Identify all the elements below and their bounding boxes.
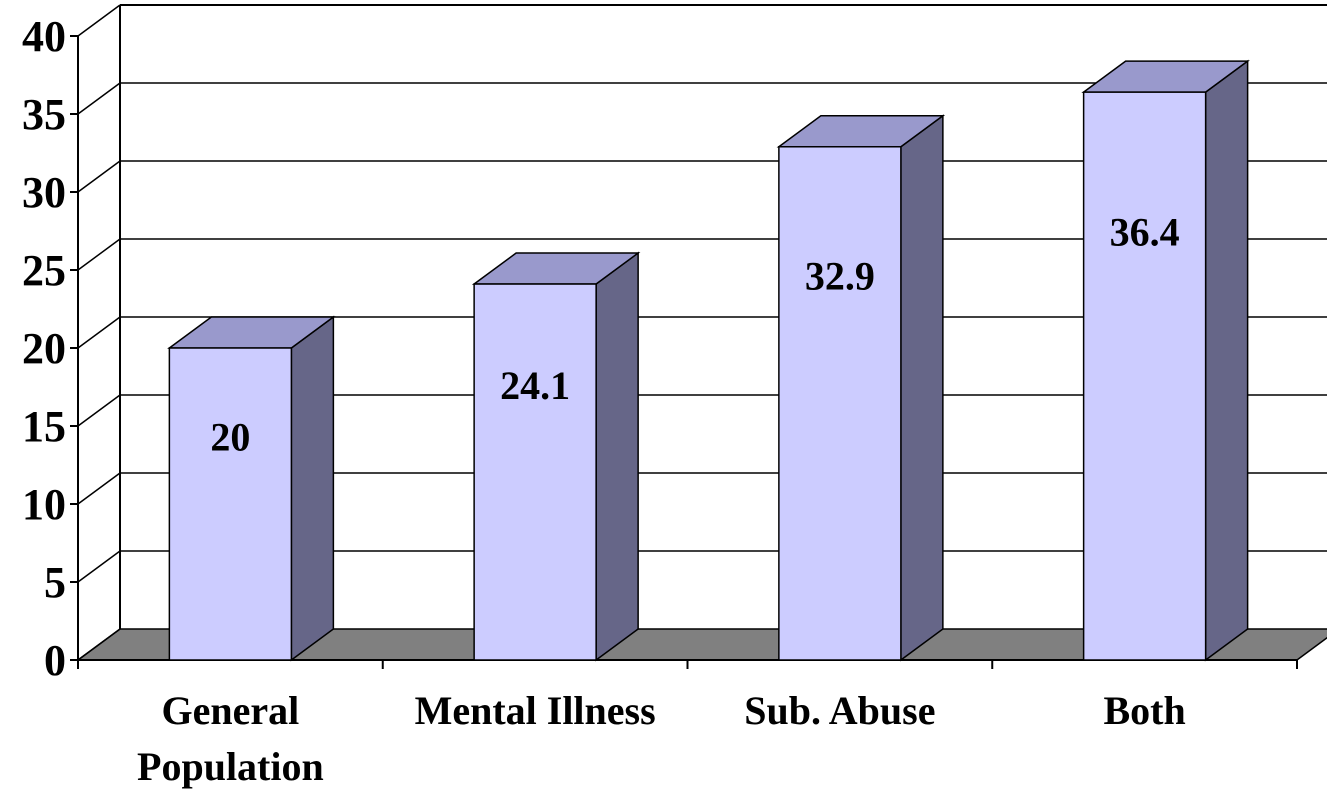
side-wall-diagonal (77, 472, 121, 505)
x-category-label: Sub. Abuse (744, 688, 935, 733)
bar (168, 347, 293, 661)
bar-side (1204, 59, 1249, 662)
side-wall-diagonal (77, 316, 121, 349)
bar-side (290, 315, 335, 662)
y-tick-label: 20 (22, 324, 66, 373)
x-category-label: Mental Illness (415, 688, 656, 733)
data-label: 36.4 (1110, 210, 1180, 255)
y-tick-label: 40 (22, 12, 66, 61)
bar (1082, 91, 1207, 661)
data-label: 20 (210, 414, 250, 459)
data-label: 32.9 (805, 253, 875, 298)
y-tick-label: 0 (44, 636, 66, 685)
side-wall-diagonal (77, 550, 121, 583)
y-tick-label: 5 (44, 558, 66, 607)
side-wall-diagonal (77, 394, 121, 427)
y-tick-label: 15 (22, 402, 66, 451)
y-tick-label: 35 (22, 90, 66, 139)
bar (473, 283, 597, 661)
bar (778, 146, 902, 661)
bar-side (900, 114, 944, 662)
side-wall-diagonal (77, 628, 121, 661)
side-wall-diagonal (77, 82, 121, 115)
side-wall-diagonal (77, 238, 121, 271)
x-category-label: General Population (137, 688, 324, 789)
y-tick-label: 30 (22, 168, 66, 217)
bar-side (595, 251, 639, 662)
data-label: 24.1 (500, 363, 570, 408)
y-tick-label: 10 (22, 480, 66, 529)
side-wall-diagonal (77, 4, 121, 37)
side-wall-diagonal (77, 160, 121, 193)
x-category-label: Both (1104, 688, 1186, 733)
y-tick-label: 25 (22, 246, 66, 295)
